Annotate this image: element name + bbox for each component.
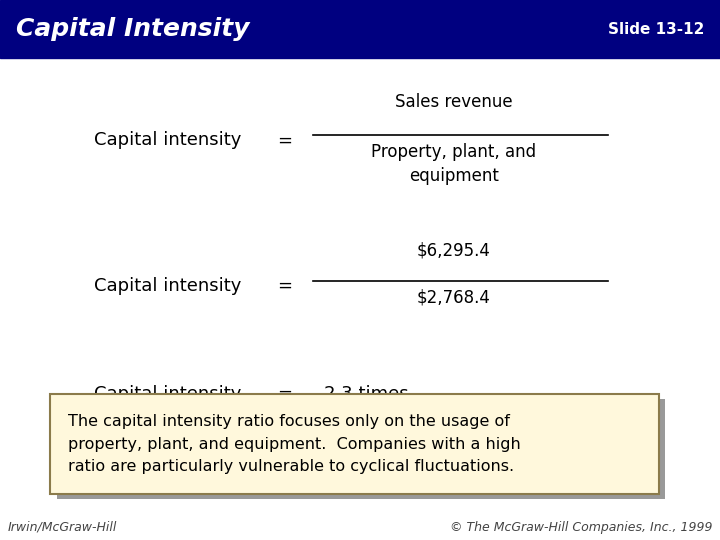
Bar [50,394,659,494]
Text: Slide 13-12: Slide 13-12 [608,22,704,37]
Bar [57,399,665,499]
Text: Capital Intensity: Capital Intensity [16,17,249,41]
Text: =: = [277,385,292,403]
Text: =: = [277,277,292,295]
Text: =: = [277,131,292,150]
Text: Irwin/McGraw-Hill: Irwin/McGraw-Hill [7,521,117,534]
Text: Sales revenue: Sales revenue [395,93,513,111]
Text: Property, plant, and
equipment: Property, plant, and equipment [371,143,536,185]
Text: © The McGraw-Hill Companies, Inc., 1999: © The McGraw-Hill Companies, Inc., 1999 [450,521,713,534]
Text: 2.3 times: 2.3 times [324,385,409,403]
Text: Capital intensity: Capital intensity [94,277,241,295]
Text: The capital intensity ratio focuses only on the usage of
property, plant, and eq: The capital intensity ratio focuses only… [68,415,521,474]
Text: $2,768.4: $2,768.4 [417,289,490,307]
Bar [0,0,720,58]
Text: Capital intensity: Capital intensity [94,131,241,150]
Text: Capital intensity: Capital intensity [94,385,241,403]
Text: $6,295.4: $6,295.4 [417,241,490,259]
